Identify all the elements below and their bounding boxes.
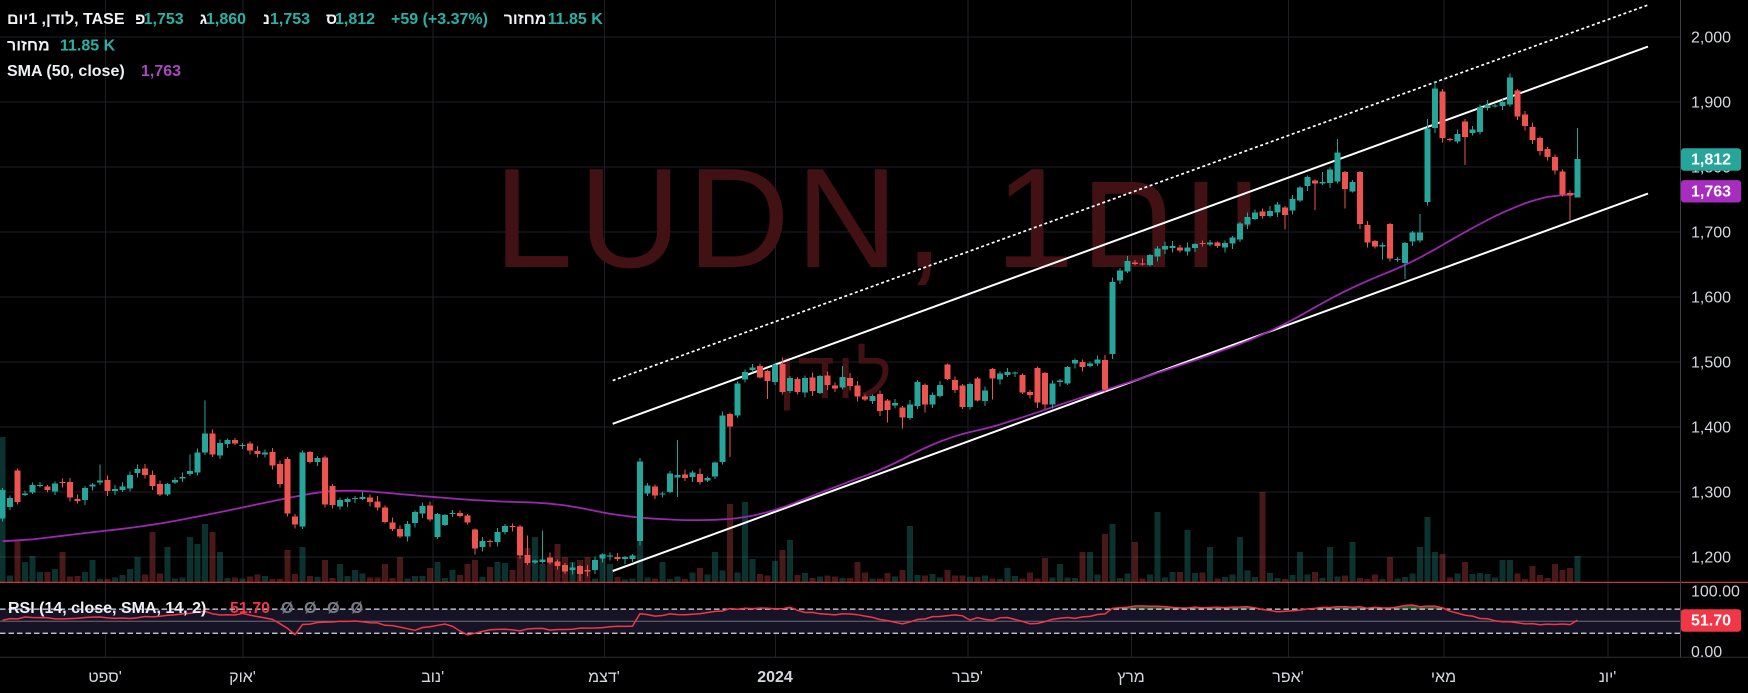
svg-text:1,200: 1,200 (1691, 550, 1731, 567)
svg-text:1,300: 1,300 (1691, 485, 1731, 502)
svg-text:LUDN, 1יום: LUDN, 1יום (494, 139, 1269, 298)
svg-text:0.00: 0.00 (1691, 644, 1722, 661)
svg-text:Ø: Ø (304, 600, 316, 617)
svg-text:1,860: 1,860 (206, 11, 246, 28)
svg-text:RSI (14, close, SMA, 14, 2): RSI (14, close, SMA, 14, 2) (8, 600, 206, 617)
svg-text:1,600: 1,600 (1691, 290, 1731, 307)
svg-text:ג: ג (200, 11, 208, 28)
svg-text:+59 (+3.37%): +59 (+3.37%) (391, 11, 488, 28)
svg-text:51.70: 51.70 (1691, 613, 1731, 630)
svg-text:ס: ס (326, 11, 337, 28)
svg-text:מאי: מאי (1431, 669, 1456, 686)
svg-text:נוב': נוב' (421, 669, 444, 686)
svg-text:יונ': יונ' (1599, 669, 1617, 686)
svg-text:1,753: 1,753 (144, 11, 184, 28)
svg-text:1,400: 1,400 (1691, 420, 1731, 437)
svg-text:1,700: 1,700 (1691, 225, 1731, 242)
svg-text:פבר': פבר' (952, 669, 983, 686)
svg-text:אוק': אוק' (229, 669, 256, 686)
svg-text:דצמ': דצמ' (588, 669, 620, 686)
svg-text:11.85 K: 11.85 K (60, 38, 116, 55)
svg-text:פ: פ (135, 11, 145, 28)
svg-text:11.85 K: 11.85 K (548, 11, 604, 28)
svg-text:2024: 2024 (757, 669, 793, 686)
svg-text:מרץ: מרץ (1117, 669, 1145, 686)
svg-text:1,763: 1,763 (1691, 184, 1731, 201)
svg-text:1,500: 1,500 (1691, 355, 1731, 372)
svg-text:100.00: 100.00 (1691, 584, 1740, 601)
svg-text:1,812: 1,812 (335, 11, 375, 28)
svg-text:Ø: Ø (351, 600, 363, 617)
svg-text:Ø: Ø (327, 600, 339, 617)
svg-text:נ: נ (263, 11, 270, 28)
svg-text:1,812: 1,812 (1691, 152, 1731, 169)
svg-text:2,000: 2,000 (1691, 30, 1731, 47)
svg-text:SMA (50, close): SMA (50, close) (7, 63, 125, 80)
svg-text:51.70: 51.70 (230, 600, 270, 617)
svg-text:1,753: 1,753 (270, 11, 310, 28)
svg-text:לודן, 1יום, TASE: לודן, 1יום, TASE (7, 10, 125, 28)
svg-text:מחזור: מחזור (504, 11, 547, 28)
svg-text:מחזור: מחזור (7, 38, 50, 55)
svg-text:1,763: 1,763 (141, 63, 181, 80)
svg-text:לודן: לודן (778, 338, 893, 413)
svg-text:אפר': אפר' (1272, 669, 1303, 686)
svg-text:1,900: 1,900 (1691, 95, 1731, 112)
svg-text:ספט': ספט' (88, 669, 122, 686)
svg-text:Ø: Ø (281, 600, 293, 617)
